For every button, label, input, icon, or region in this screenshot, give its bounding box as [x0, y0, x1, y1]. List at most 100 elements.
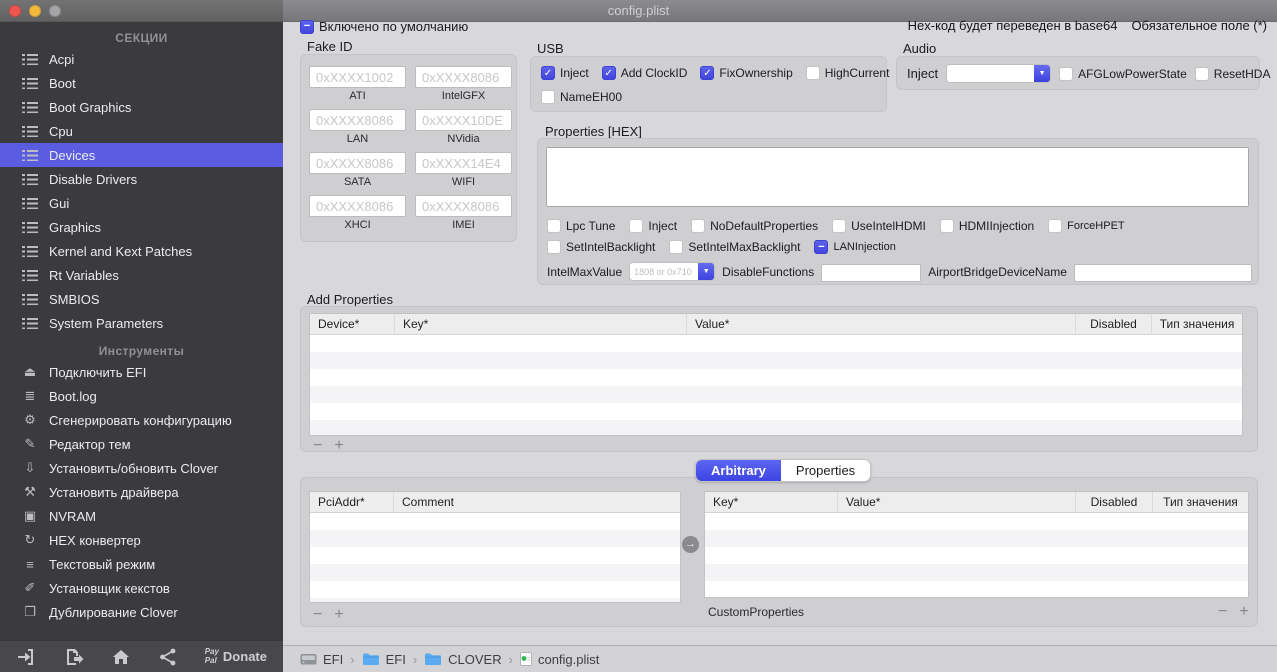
laninjection-checkbox[interactable]: LANInjection [814, 240, 896, 254]
tab-arbitrary[interactable]: Arbitrary [696, 460, 781, 481]
audio-inject-select[interactable]: ▼ [946, 64, 1052, 83]
column-header[interactable]: Тип значения [1163, 495, 1238, 509]
breadcrumb-item-efi[interactable]: EFI [362, 652, 406, 667]
add-properties-table: Device* Key* Value* Disabled Тип значени… [309, 313, 1243, 436]
sidebar-tool-text-mode[interactable]: ≡ Текстовый режим [0, 552, 283, 576]
sidebar-tool-hex-converter[interactable]: ↻ HEX конвертер [0, 528, 283, 552]
disablefunctions-input[interactable] [821, 263, 922, 282]
sidebar-tool-generate-config[interactable]: ⚙ Сгенерировать конфигурацию [0, 408, 283, 432]
breadcrumb-item-clover[interactable]: CLOVER [424, 652, 502, 667]
fake-id-sata-input[interactable] [309, 152, 406, 174]
column-header[interactable]: Disabled [1076, 314, 1152, 334]
sidebar-tool-install-drivers[interactable]: ⚒ Установить драйвера [0, 480, 283, 504]
sidebar-item-system-parameters[interactable]: System Parameters [0, 311, 283, 335]
sidebar-item-gui[interactable]: Gui [0, 191, 283, 215]
breadcrumb-item-disk[interactable]: EFI [300, 652, 343, 667]
add-row-button[interactable]: + [334, 437, 344, 454]
properties-hex-textarea[interactable] [546, 147, 1249, 207]
column-header[interactable]: Comment [402, 495, 455, 509]
column-header[interactable]: Device* [310, 314, 395, 334]
paypal-donate-button[interactable]: Pay Pal Donate [205, 647, 267, 665]
home-icon[interactable] [111, 648, 131, 666]
audio-afglowpowerstate-checkbox[interactable]: AFGLowPowerState [1059, 66, 1187, 81]
setintelbacklight-checkbox[interactable]: SetIntelBacklight [547, 240, 655, 254]
fake-id-lan-input[interactable] [309, 109, 406, 131]
fake-id-intelgfx-input[interactable] [415, 66, 512, 88]
usb-nameeh00-checkbox[interactable]: NameEH00 [541, 90, 622, 104]
hdmiinjection-checkbox[interactable]: HDMIInjection [939, 219, 1034, 233]
usb-highcurrent-checkbox[interactable]: HighCurrent [805, 66, 889, 80]
import-efi-icon[interactable] [16, 648, 36, 666]
sidebar-item-devices[interactable]: Devices [0, 143, 283, 167]
tab-properties[interactable]: Properties [780, 460, 871, 481]
zoom-button[interactable] [49, 5, 61, 17]
column-header[interactable]: Тип значения [1159, 317, 1235, 331]
sidebar-item-kernel-kext-patches[interactable]: Kernel and Kext Patches [0, 239, 283, 263]
sidebar-item-boot[interactable]: Boot [0, 71, 283, 95]
sidebar-tool-kext-installer[interactable]: ✐ Установщик кекстов [0, 576, 283, 600]
fake-id-wifi-input[interactable] [415, 152, 512, 174]
sidebar-sections-header: СЕКЦИИ [115, 31, 168, 45]
sidebar-item-disable-drivers[interactable]: Disable Drivers [0, 167, 283, 191]
column-header[interactable]: Key* [705, 492, 838, 512]
remove-row-button[interactable]: − [313, 606, 323, 623]
table-body[interactable] [310, 335, 1242, 435]
fake-id-xhci-input[interactable] [309, 195, 406, 217]
enabled-by-default-checkbox[interactable]: Включено по умолчанию [300, 19, 468, 34]
breadcrumb-item-config-plist[interactable]: config.plist [519, 652, 599, 667]
forcehpet-checkbox[interactable]: ForceHPET [1048, 219, 1125, 233]
table-header: PciAddr* Comment [310, 492, 680, 513]
sidebar-tools-header: Инструменты [98, 344, 185, 358]
sidebar-item-acpi[interactable]: Acpi [0, 47, 283, 71]
table-body[interactable] [705, 513, 1248, 597]
sidebar-item-rt-variables[interactable]: Rt Variables [0, 263, 283, 287]
sidebar-item-label: Boot [49, 75, 76, 91]
remove-row-button[interactable]: − [1218, 603, 1228, 620]
close-button[interactable] [9, 5, 21, 17]
sidebar-tool-bootlog[interactable]: ≣ Boot.log [0, 384, 283, 408]
sidebar-tool-mount-efi[interactable]: ⏏ Подключить EFI [0, 360, 283, 384]
airportbridgedevicename-input[interactable] [1073, 263, 1252, 282]
intelmaxvalue-select[interactable]: ▼ [629, 262, 716, 281]
sidebar-item-graphics[interactable]: Graphics [0, 215, 283, 239]
inject-checkbox[interactable]: Inject [629, 219, 677, 233]
usb-add-clockid-checkbox[interactable]: Add ClockID [601, 66, 687, 80]
fake-id-nvidia-input[interactable] [415, 109, 512, 131]
minimize-button[interactable] [29, 5, 41, 17]
sidebar-tool-clone-clover[interactable]: ❐ Дублирование Clover [0, 600, 283, 624]
sidebar-tool-label: Дублирование Clover [49, 604, 178, 620]
sidebar-tool-install-clover[interactable]: ⇩ Установить/обновить Clover [0, 456, 283, 480]
fake-id-imei-input[interactable] [415, 195, 512, 217]
column-header[interactable]: Disabled [1076, 492, 1153, 512]
column-header[interactable]: Value* [838, 492, 1076, 512]
usb-inject-checkbox[interactable]: Inject [541, 66, 589, 80]
table-body[interactable] [310, 513, 680, 602]
sidebar-tool-nvram[interactable]: ▣ NVRAM [0, 504, 283, 528]
sidebar-item-smbios[interactable]: SMBIOS [0, 287, 283, 311]
add-row-button[interactable]: + [334, 606, 344, 623]
nodefaultproperties-checkbox[interactable]: NoDefaultProperties [691, 219, 818, 233]
audio-resethda-checkbox[interactable]: ResetHDA [1194, 66, 1270, 81]
transfer-arrow-button[interactable]: → [682, 536, 699, 553]
column-header[interactable]: Value* [687, 314, 1076, 334]
useintelhdmi-checkbox[interactable]: UseIntelHDMI [832, 219, 926, 233]
add-row-button[interactable]: + [1239, 603, 1249, 620]
sidebar-item-boot-graphics[interactable]: Boot Graphics [0, 95, 283, 119]
column-header[interactable]: Key* [395, 314, 687, 334]
audio-inject-value[interactable] [947, 65, 1035, 82]
fake-id-field-label: ATI [349, 90, 366, 102]
sidebar-tool-label: Установщик кекстов [49, 580, 170, 596]
lpc-tune-checkbox[interactable]: Lpc Tune [547, 219, 615, 233]
sidebar-tool-theme-editor[interactable]: ✎ Редактор тем [0, 432, 283, 456]
custom-properties-table: Key* Value* Disabled Тип значения [704, 491, 1249, 598]
sidebar-item-cpu[interactable]: Cpu [0, 119, 283, 143]
remove-row-button[interactable]: − [313, 437, 323, 454]
column-header[interactable]: PciAddr* [310, 492, 394, 512]
fake-id-field-label: IMEI [452, 219, 475, 231]
intelmaxvalue-input[interactable] [630, 263, 699, 280]
fake-id-ati-input[interactable] [309, 66, 406, 88]
usb-fixownership-checkbox[interactable]: FixOwnership [700, 66, 793, 80]
setintelmaxbacklight-checkbox[interactable]: SetIntelMaxBacklight [669, 240, 800, 254]
export-log-icon[interactable] [64, 648, 84, 666]
share-icon[interactable] [159, 648, 177, 666]
